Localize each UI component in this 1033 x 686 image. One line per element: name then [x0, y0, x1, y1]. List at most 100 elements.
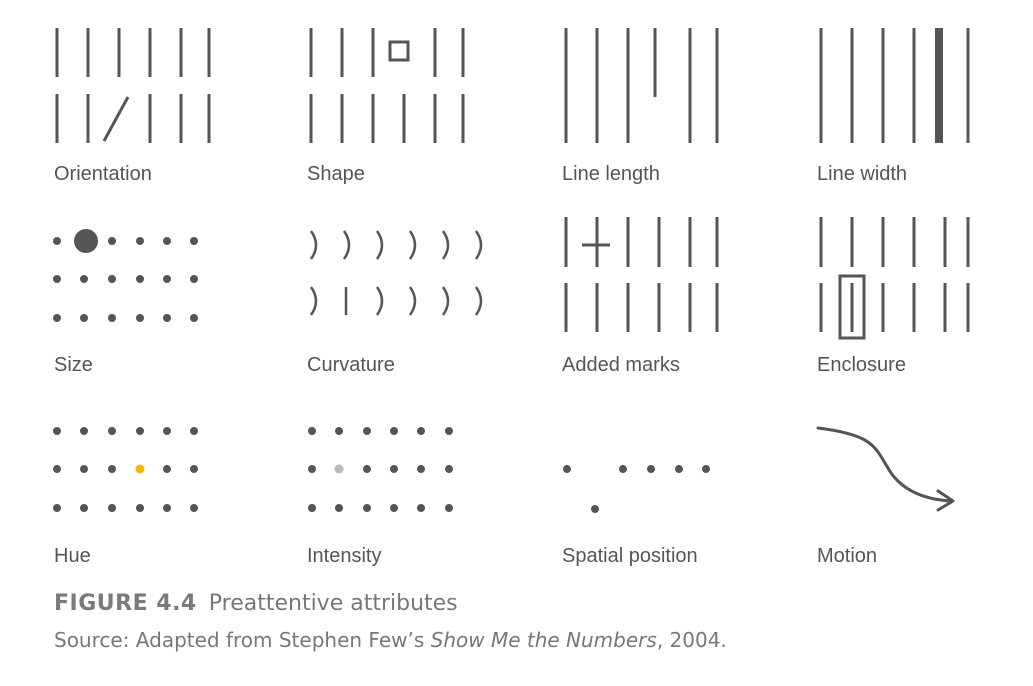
panel-intensity	[308, 427, 453, 512]
dot	[390, 504, 398, 512]
dot	[163, 237, 171, 245]
figure-title: Preattentive attributes	[208, 591, 458, 616]
dot	[563, 465, 571, 473]
panel-enclosure	[819, 217, 970, 340]
dot	[335, 427, 343, 435]
curve-mark	[441, 230, 450, 260]
curve-mark	[474, 286, 483, 316]
dot	[308, 465, 316, 473]
panel-orientation	[55, 28, 211, 143]
dot	[108, 427, 116, 435]
dot	[308, 504, 316, 512]
dot	[417, 427, 425, 435]
dot	[390, 465, 398, 473]
panel-line-width	[819, 28, 970, 143]
highlight-dot	[334, 464, 344, 474]
dot	[445, 465, 453, 473]
dot	[163, 314, 171, 322]
dot	[417, 465, 425, 473]
dot	[417, 504, 425, 512]
label-curvature: Curvature	[307, 354, 395, 376]
dot	[363, 427, 371, 435]
source-book-title: Show Me the Numbers	[430, 628, 657, 652]
label-line-length: Line length	[562, 163, 660, 185]
dot	[363, 504, 371, 512]
label-hue: Hue	[54, 545, 91, 567]
dot	[80, 275, 88, 283]
curve-mark	[375, 230, 384, 260]
dot	[53, 427, 61, 435]
dot	[108, 504, 116, 512]
dot	[363, 465, 371, 473]
label-size: Size	[54, 354, 93, 376]
dot	[80, 504, 88, 512]
dot	[390, 427, 398, 435]
panel-line-length	[564, 28, 719, 143]
curve-mark	[441, 286, 450, 316]
curve-mark	[408, 230, 417, 260]
dot	[53, 504, 61, 512]
dot	[190, 314, 198, 322]
label-motion: Motion	[817, 545, 878, 567]
large-dot	[74, 229, 98, 253]
dot	[136, 314, 144, 322]
dot	[108, 314, 116, 322]
dot	[163, 465, 171, 473]
label-orientation: Orientation	[54, 163, 152, 185]
dot	[163, 427, 171, 435]
tilted-line	[102, 96, 130, 142]
curve-mark	[474, 230, 483, 260]
arrowhead-icon	[936, 489, 955, 512]
motion-path	[816, 426, 954, 503]
dot	[619, 465, 627, 473]
label-intensity: Intensity	[307, 545, 382, 567]
label-line-width: Line width	[817, 163, 908, 185]
figure-number: FIGURE 4.4	[54, 591, 197, 616]
dot	[445, 427, 453, 435]
enclosure-box	[838, 274, 866, 340]
dot	[80, 314, 88, 322]
offset-dot	[591, 505, 599, 513]
dot	[80, 427, 88, 435]
dot	[702, 465, 710, 473]
panel-hue	[53, 427, 198, 512]
dot	[163, 275, 171, 283]
dot	[190, 275, 198, 283]
dot	[675, 465, 683, 473]
dot	[108, 275, 116, 283]
dot	[108, 465, 116, 473]
dot	[53, 275, 61, 283]
dot	[308, 427, 316, 435]
dot	[190, 465, 198, 473]
square-mark	[388, 40, 410, 62]
figure-caption: FIGURE 4.4 Preattentive attributes	[54, 591, 458, 616]
panel-added-marks	[564, 217, 719, 332]
panel-spatial-position	[563, 465, 710, 513]
dot	[80, 465, 88, 473]
dot	[53, 465, 61, 473]
dot	[190, 237, 198, 245]
highlight-dot	[135, 464, 145, 474]
panel-size	[53, 229, 198, 322]
panel-curvature	[309, 230, 483, 316]
label-spatial-position: Spatial position	[562, 545, 698, 567]
source-prefix: Source: Adapted from Stephen Few’s	[54, 628, 431, 652]
source-suffix: , 2004.	[656, 628, 727, 652]
dot	[136, 237, 144, 245]
dot	[53, 314, 61, 322]
curve-mark	[375, 286, 384, 316]
figure-source: Source: Adapted from Stephen Few’s Show …	[54, 628, 727, 652]
label-added-marks: Added marks	[562, 354, 680, 376]
dot	[190, 427, 198, 435]
curve-mark	[309, 286, 318, 316]
label-shape: Shape	[307, 163, 365, 185]
panel-motion	[816, 426, 955, 512]
dot	[335, 504, 343, 512]
curve-mark	[408, 286, 417, 316]
dot	[136, 275, 144, 283]
dot	[190, 504, 198, 512]
curve-mark	[342, 230, 351, 260]
dot	[647, 465, 655, 473]
curve-mark	[309, 230, 318, 260]
